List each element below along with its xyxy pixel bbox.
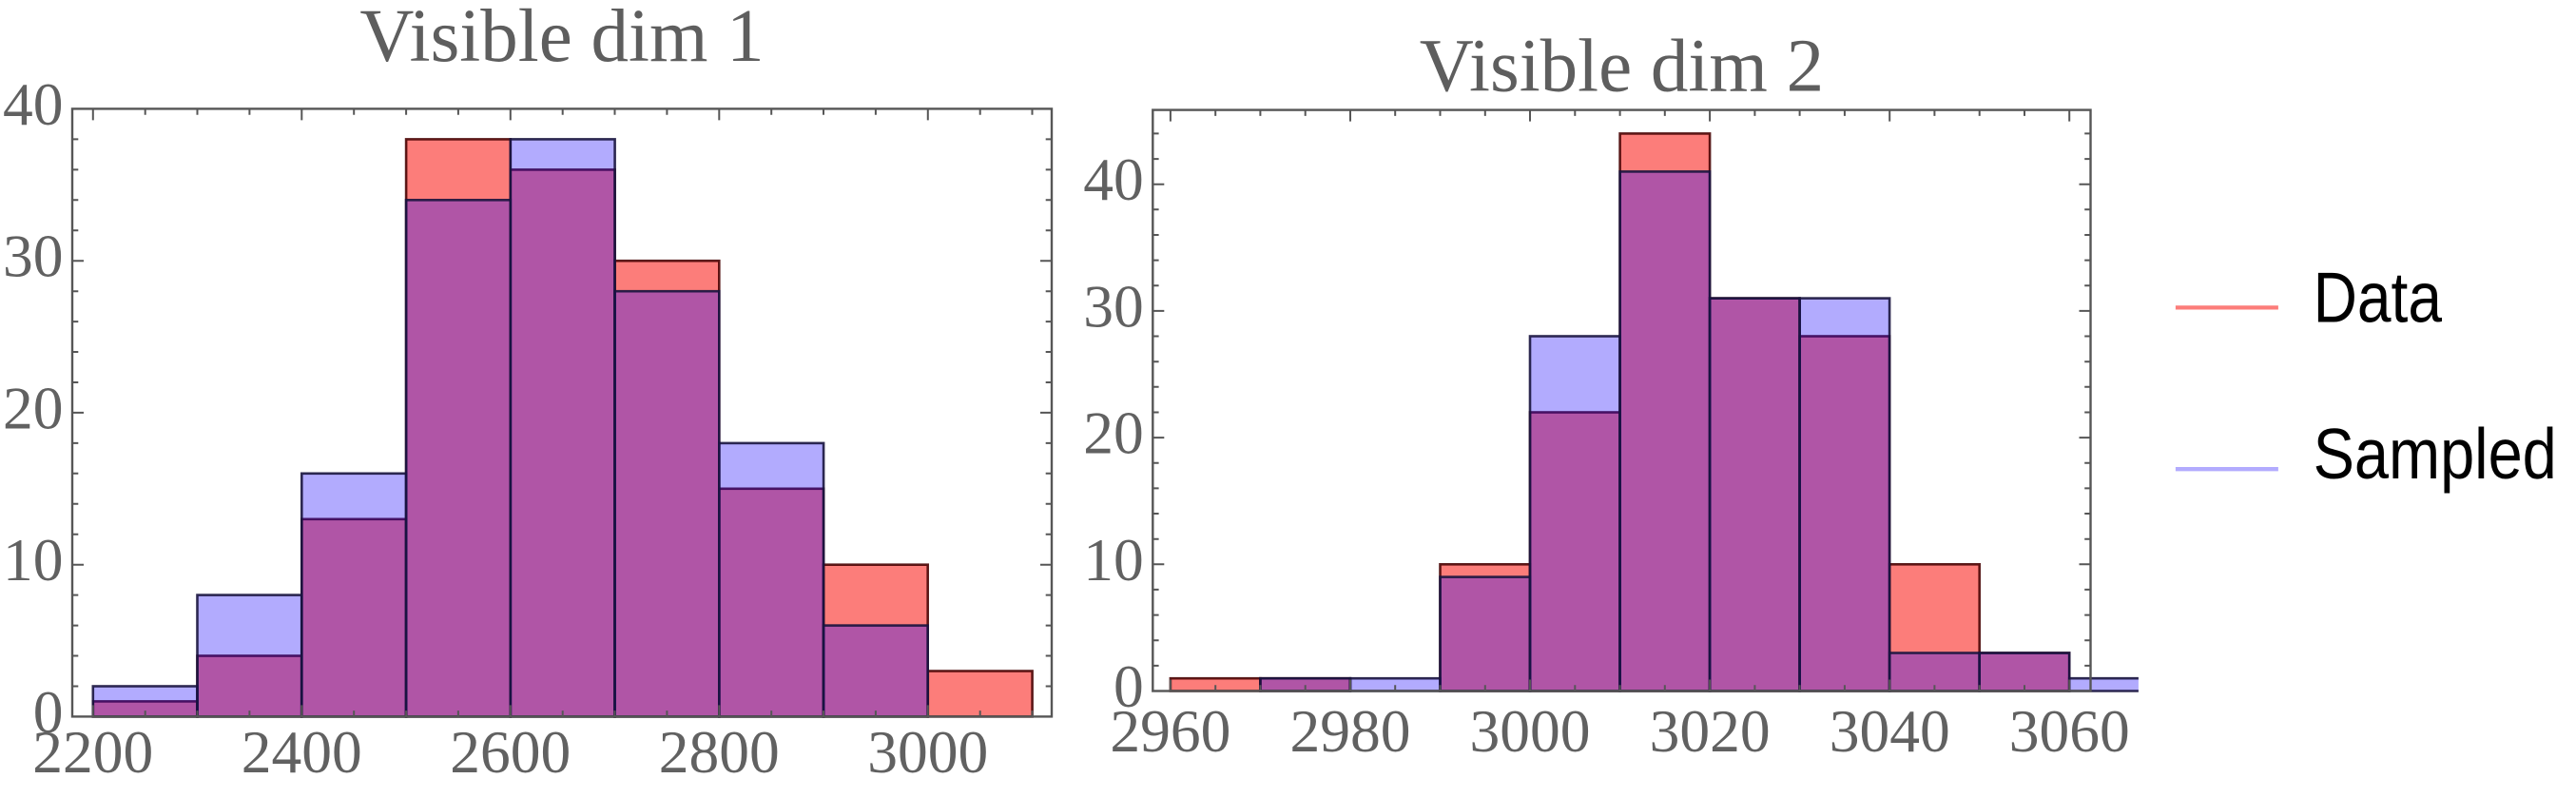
svg-text:Sampled: Sampled	[2314, 414, 2557, 494]
svg-text:40: 40	[3, 70, 64, 138]
svg-text:2980: 2980	[1290, 697, 1411, 765]
svg-text:0: 0	[1114, 652, 1144, 720]
svg-text:2960: 2960	[1110, 697, 1230, 765]
svg-text:20: 20	[3, 374, 64, 441]
svg-text:2600: 2600	[450, 718, 571, 786]
svg-text:0: 0	[33, 678, 64, 746]
svg-text:Data: Data	[2314, 258, 2443, 338]
svg-text:30: 30	[1083, 272, 1144, 340]
svg-text:30: 30	[3, 223, 64, 290]
svg-text:20: 20	[1083, 399, 1144, 467]
svg-text:2200: 2200	[32, 718, 153, 786]
svg-text:Visible dim 1: Visible dim 1	[359, 0, 764, 78]
svg-text:10: 10	[1083, 526, 1144, 594]
svg-text:3060: 3060	[2009, 697, 2130, 765]
svg-text:Visible dim 2: Visible dim 2	[1420, 26, 1824, 108]
svg-text:2800: 2800	[659, 718, 780, 786]
svg-text:40: 40	[1083, 146, 1144, 213]
svg-text:3020: 3020	[1650, 697, 1771, 765]
svg-text:10: 10	[3, 526, 64, 594]
svg-text:3040: 3040	[1830, 697, 1950, 765]
svg-text:3000: 3000	[1470, 697, 1591, 765]
svg-text:2400: 2400	[242, 718, 362, 786]
svg-text:3000: 3000	[867, 718, 988, 786]
